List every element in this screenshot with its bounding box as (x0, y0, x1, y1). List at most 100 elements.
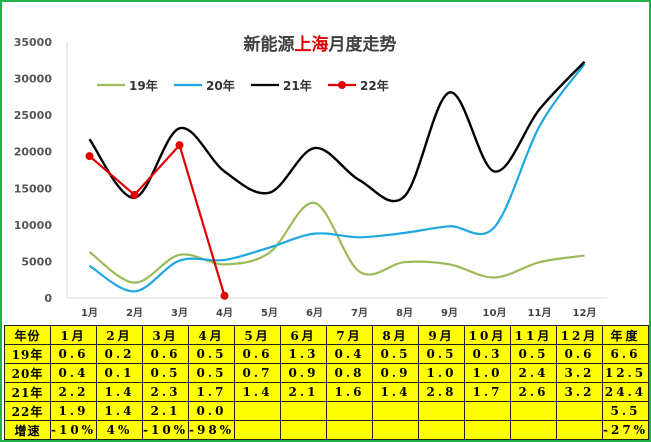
table-cell: 0.5 (510, 344, 557, 364)
series-layer (85, 60, 586, 300)
table-cell: 5.5 (602, 401, 649, 421)
table-cell: 0.9 (280, 363, 327, 383)
series-point (85, 152, 94, 161)
legend-marker (338, 81, 346, 89)
table-cell: 1.4 (372, 382, 419, 402)
table-header-cell: 6月 (280, 325, 327, 345)
table-row: 22年 1.9 1.4 2.1 0.0 5.5 (4, 401, 649, 421)
table-cell: 6.6 (602, 344, 649, 364)
table-cell: 24.4 (602, 382, 649, 402)
table-cell (234, 401, 281, 421)
legend-label: 22年 (360, 78, 389, 93)
table-cell: 0.5 (142, 363, 189, 383)
row-label: 19年 (4, 344, 51, 364)
table-cell (280, 401, 327, 421)
x-tick-label: 5月 (261, 307, 278, 319)
table-cell: 4% (96, 420, 143, 440)
x-tick-label: 11月 (528, 307, 552, 319)
series-line-1 (88, 63, 586, 293)
table-cell: 0.6 (234, 344, 281, 364)
table-header-cell: 12月 (556, 325, 603, 345)
series-point (175, 141, 184, 150)
table-header-cell: 年度 (602, 325, 649, 345)
title-part-2: 月度走势 (328, 34, 397, 55)
table-cell (326, 401, 373, 421)
x-tick-label: 4月 (216, 307, 233, 319)
table-cell: 0.5 (188, 344, 235, 364)
table-cell: 1.7 (464, 382, 511, 402)
table-cell (464, 420, 511, 440)
table-cell (280, 420, 327, 440)
x-tick-label: 10月 (483, 307, 507, 319)
table-cell: 12.5 (602, 363, 649, 383)
table-cell: 1.4 (96, 401, 143, 421)
table-cell: 0.6 (142, 344, 189, 364)
series-point (130, 190, 139, 199)
x-tick-label: 3月 (171, 307, 188, 319)
table-row: 增速 -10% 4% -10% -98% -27% (4, 420, 649, 440)
title-part-0: 新能源 (244, 34, 295, 55)
table-row: 19年 0.6 0.2 0.6 0.5 0.6 1.3 0.4 0.5 0.5 0.3 0.5 0.6 6… (4, 344, 649, 364)
table-cell: 3.2 (556, 363, 603, 383)
table-cell (510, 401, 557, 421)
table-header-cell: 5月 (234, 325, 281, 345)
table-cell: 0.9 (372, 363, 419, 383)
table-cell: 0.1 (96, 363, 143, 383)
series-line-3 (88, 142, 226, 297)
table-cell (556, 420, 603, 440)
legend-label: 19年 (129, 78, 158, 93)
x-tick-label: 12月 (573, 307, 597, 319)
table-cell: 1.6 (326, 382, 373, 402)
table-cell: 2.2 (50, 382, 97, 402)
y-tick-label: 30000 (14, 73, 53, 86)
table-header-cell: 9月 (418, 325, 465, 345)
y-tick-label: 0 (44, 292, 52, 305)
x-tick-label: 2月 (126, 307, 143, 319)
row-label: 增速 (4, 420, 51, 440)
chart-title: 新能源上海月度走势 (244, 34, 397, 55)
table-cell: 0.5 (418, 344, 465, 364)
table-cell: 0.7 (234, 363, 281, 383)
table-cell: 0.5 (372, 344, 419, 364)
table-cell: 2.8 (418, 382, 465, 402)
table-cell: 0.6 (50, 344, 97, 364)
title-part-1: 上海 (295, 34, 329, 55)
table-header-cell: 7月 (326, 325, 373, 345)
table-header-cell: 年份 (4, 325, 51, 345)
y-tick-label: 15000 (14, 182, 53, 195)
data-table: 年份 1月 2月 3月 4月 5月 6月 7月 8月 9月 10月 11月 12月 年度 19年 0.6 0.… (4, 325, 649, 440)
table-header-cell: 2月 (96, 325, 143, 345)
x-tick-label: 6月 (306, 307, 323, 319)
table-cell: 1.0 (418, 363, 465, 383)
table-cell: 0.4 (326, 344, 373, 364)
table-header-cell: 3月 (142, 325, 189, 345)
line-chart: 0 5000 10000 15000 20000 25000 30000 35000 1月 2月… (14, 34, 607, 319)
series-point (220, 291, 229, 300)
table-cell: 0.5 (188, 363, 235, 383)
table-cell: 2.1 (142, 401, 189, 421)
table-header-cell: 11月 (510, 325, 557, 345)
table-cell: 2.4 (510, 363, 557, 383)
table-cell: -27% (602, 420, 649, 440)
table-cell (418, 401, 465, 421)
table-row: 21年 2.2 1.4 2.3 1.7 1.4 2.1 1.6 1.4 2.8 1.7 2.6 3.2 2… (4, 382, 649, 402)
table-row: 20年 0.4 0.1 0.5 0.5 0.7 0.9 0.8 0.9 1.0 1.0 2.4 3.2 1… (4, 363, 649, 383)
legend: 19年 20年 21年 22年 (97, 78, 389, 93)
table-cell: -10% (142, 420, 189, 440)
table-cell: 0.0 (188, 401, 235, 421)
y-tick-label: 10000 (14, 219, 53, 232)
series-line-0 (88, 201, 585, 284)
table-header-cell: 4月 (188, 325, 235, 345)
table-cell (372, 401, 419, 421)
row-label: 20年 (4, 363, 51, 383)
table-cell: 0.4 (50, 363, 97, 383)
table-cell: 0.3 (464, 344, 511, 364)
x-tick-label: 1月 (81, 307, 98, 319)
row-label: 22年 (4, 401, 51, 421)
x-tick-labels: 1月 2月 3月 4月 5月 6月 7月 8月 9月 10月 11月 12月 (81, 307, 596, 319)
table-body: 19年 0.6 0.2 0.6 0.5 0.6 1.3 0.4 0.5 0.5 0.3 0.5 0.6 6… (4, 344, 649, 440)
table-cell (510, 420, 557, 440)
table-header-cell: 1月 (50, 325, 97, 345)
table-cell: 1.7 (188, 382, 235, 402)
